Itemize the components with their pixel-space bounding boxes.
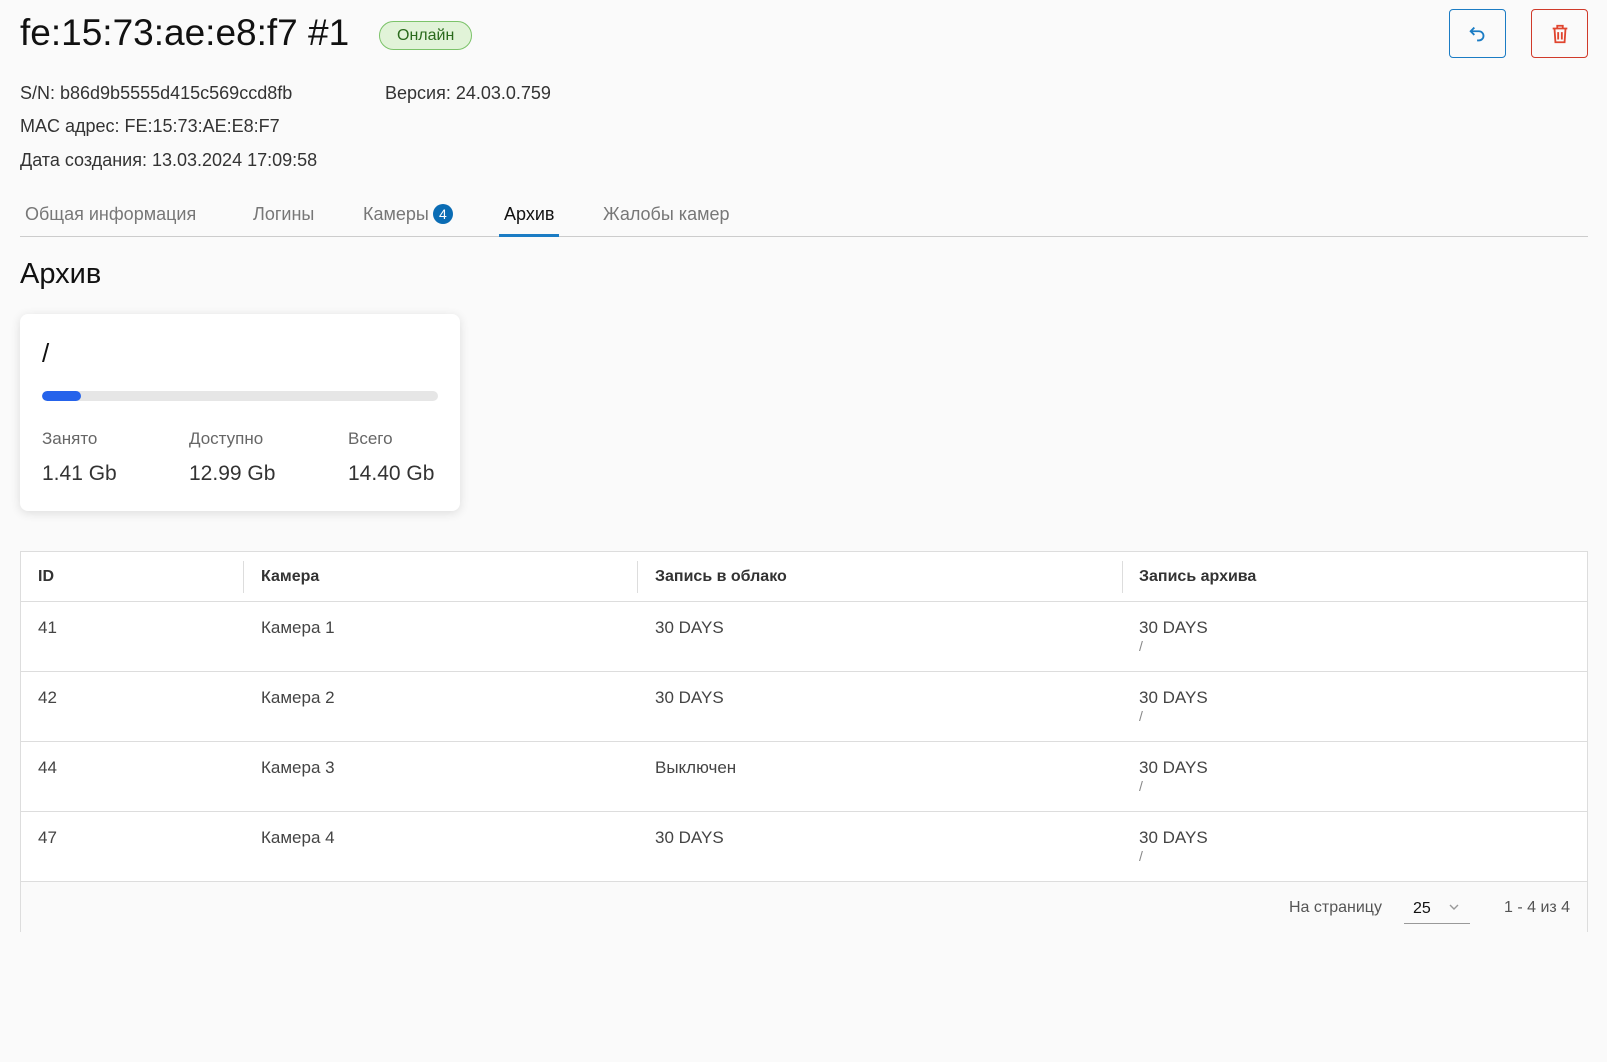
cell-camera: Камера 2 [261,688,335,707]
table-row[interactable]: 41 Камера 1 30 DAYS 30 DAYS / [21,602,1587,672]
table-row[interactable]: 47 Камера 4 30 DAYS 30 DAYS / [21,812,1587,882]
total-value: 14.40 Gb [348,462,435,485]
cell-cloud: Выключен [655,758,737,777]
cell-archive-path: / [1139,638,1143,654]
cell-cloud: 30 DAYS [655,688,724,707]
cell-id: 47 [38,828,57,847]
total-label: Всего [348,429,393,448]
table-row[interactable]: 42 Камера 2 30 DAYS 30 DAYS / [21,672,1587,742]
per-page-value: 25 [1413,900,1431,917]
storage-path: / [42,338,50,368]
cell-camera: Камера 3 [261,758,335,777]
delete-button[interactable] [1531,9,1588,58]
created-date: Дата создания: 13.03.2024 17:09:58 [20,150,318,170]
camera-count-badge: 4 [432,204,453,224]
cell-id: 42 [38,688,57,707]
storage-usage-bar [42,391,438,401]
tab-general[interactable]: Общая информация [25,204,197,224]
per-page-select[interactable]: 25 [1404,892,1470,924]
cell-id: 44 [38,758,57,777]
cell-archive: 30 DAYS [1139,618,1208,637]
free-label: Доступно [189,429,264,448]
cell-cloud: 30 DAYS [655,618,724,637]
column-header-cloud[interactable]: Запись в облако [655,568,787,585]
cell-camera: Камера 4 [261,828,335,847]
version: Версия: 24.03.0.759 [385,83,551,103]
chevron-down-icon [1449,904,1459,910]
back-button[interactable] [1449,9,1506,58]
pagination-range: 1 - 4 из 4 [1504,899,1571,916]
trash-icon [1552,24,1567,43]
cameras-archive-table: ID Камера Запись в облако Запись архива … [20,551,1588,932]
cell-archive-path: / [1139,848,1143,864]
undo-icon [1468,26,1484,41]
cell-cloud: 30 DAYS [655,828,724,847]
table-row[interactable]: 44 Камера 3 Выключен 30 DAYS / [21,742,1587,812]
tab-bar: Общая информация Логины Камеры 4 Архив Жа… [20,196,1588,237]
free-value: 12.99 Gb [189,462,276,485]
used-label: Занято [42,429,98,448]
column-header-camera[interactable]: Камера [261,568,320,585]
tab-label: Камеры [363,204,429,224]
per-page-label: На страницу [1289,899,1382,916]
cell-archive: 30 DAYS [1139,828,1208,847]
cell-id: 41 [38,618,57,637]
cell-archive: 30 DAYS [1139,688,1208,707]
used-value: 1.41 Gb [42,462,117,485]
table-header: ID Камера Запись в облако Запись архива [21,552,1587,602]
storage-usage-fill [42,391,81,401]
status-badge: Онлайн [379,21,473,50]
tab-archive[interactable]: Архив [499,204,560,237]
mac-address: MAC адрес: FE:15:73:AE:E8:F7 [20,116,280,136]
page-title: fe:15:73:ae:e8:f7 #1 [20,12,350,53]
cell-archive-path: / [1139,778,1143,794]
storage-card: / Занято 1.41 Gb Доступно 12.99 Gb Всего 14… [20,314,460,511]
cell-archive: 30 DAYS [1139,758,1208,777]
serial-number: S/N: b86d9b5555d415c569ccd8fb [20,83,293,103]
tab-camera-complaints[interactable]: Жалобы камер [603,204,730,224]
column-header-id[interactable]: ID [38,568,54,585]
column-header-archive[interactable]: Запись архива [1139,568,1257,585]
pagination: На страницу 25 1 - 4 из 4 [21,882,1587,932]
section-title: Архив [20,258,102,290]
tab-logins[interactable]: Логины [253,204,315,224]
tab-cameras[interactable]: Камеры 4 [358,204,458,237]
cell-archive-path: / [1139,708,1143,724]
cell-camera: Камера 1 [261,618,335,637]
